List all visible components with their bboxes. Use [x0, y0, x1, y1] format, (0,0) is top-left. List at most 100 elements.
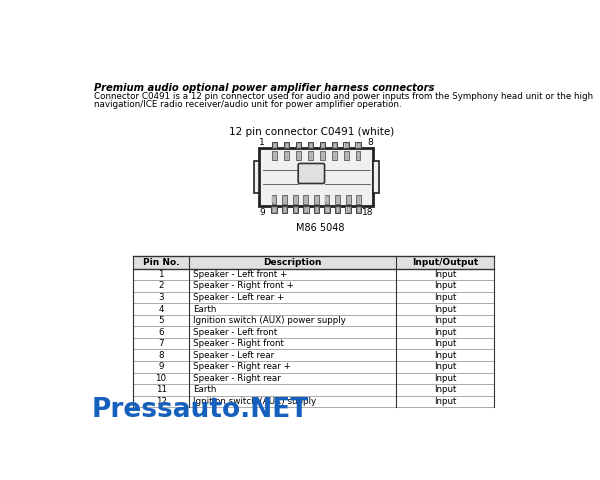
Text: Premium audio optional power amplifier harness connectors: Premium audio optional power amplifier h… [94, 83, 435, 93]
Bar [296, 142, 301, 148]
Bar [272, 207, 275, 212]
Bar [355, 142, 361, 148]
Text: 10: 10 [155, 374, 167, 383]
Bar [347, 196, 350, 203]
Bar [308, 142, 313, 148]
Bar [356, 152, 359, 159]
Bar [293, 206, 298, 213]
Text: 2: 2 [158, 281, 164, 290]
Bar [133, 361, 493, 372]
Text: 7: 7 [158, 339, 164, 348]
Bar [344, 143, 348, 147]
Text: Input: Input [434, 304, 456, 313]
Bar [356, 206, 361, 213]
Bar [321, 143, 324, 147]
Text: Input: Input [434, 339, 456, 348]
Text: Speaker - Left rear: Speaker - Left rear [193, 351, 274, 360]
Text: Input: Input [434, 385, 456, 395]
Text: Input: Input [434, 351, 456, 360]
Bar [325, 196, 329, 203]
Text: 8: 8 [158, 351, 164, 360]
Text: Input: Input [434, 293, 456, 302]
Text: 4: 4 [158, 304, 164, 313]
Bar [283, 195, 287, 204]
Text: Pin No.: Pin No. [143, 258, 179, 267]
Text: Input: Input [434, 362, 456, 371]
Bar [283, 207, 286, 212]
Text: 1: 1 [259, 138, 265, 147]
Bar [133, 256, 493, 269]
Bar [335, 206, 340, 213]
Bar [344, 152, 348, 159]
Text: Input: Input [434, 316, 456, 325]
Text: Speaker - Right front +: Speaker - Right front + [193, 281, 294, 290]
Text: 3: 3 [158, 293, 164, 302]
Bar [336, 207, 339, 212]
Text: 6: 6 [158, 328, 164, 336]
Text: 8: 8 [368, 138, 373, 147]
Bar [272, 195, 277, 204]
Bar [304, 195, 308, 204]
Bar [133, 372, 493, 384]
Bar [357, 207, 361, 212]
Bar [304, 196, 307, 203]
Bar [314, 195, 319, 204]
Bar [315, 196, 318, 203]
Bar [283, 196, 286, 203]
Text: Earth: Earth [193, 304, 216, 313]
Bar [303, 206, 308, 213]
Text: 9: 9 [158, 362, 164, 371]
Bar [272, 196, 275, 203]
Bar [293, 207, 297, 212]
Bar [321, 152, 324, 159]
Text: Pressauto.NET: Pressauto.NET [92, 396, 310, 422]
Bar [133, 396, 493, 407]
Text: Speaker - Left rear +: Speaker - Left rear + [193, 293, 284, 302]
Bar [357, 196, 361, 203]
Bar [347, 207, 350, 212]
Text: Input: Input [434, 328, 456, 336]
Bar [297, 143, 300, 147]
Bar [325, 195, 329, 204]
Text: Input: Input [434, 397, 456, 406]
Bar [284, 151, 289, 160]
Text: 12: 12 [155, 397, 167, 406]
Text: 9: 9 [259, 208, 265, 217]
Text: 1: 1 [158, 270, 164, 279]
Text: Speaker - Left front: Speaker - Left front [193, 328, 277, 336]
Bar [325, 207, 329, 212]
Text: Input/Output: Input/Output [412, 258, 478, 267]
Bar [133, 292, 493, 303]
Bar [309, 143, 312, 147]
Bar [356, 151, 361, 160]
Bar [133, 384, 493, 396]
Text: 11: 11 [155, 385, 167, 395]
Bar [284, 142, 289, 148]
Bar [271, 206, 277, 213]
Bar [285, 143, 288, 147]
Text: 12 pin connector C0491 (white): 12 pin connector C0491 (white) [229, 127, 394, 137]
Text: Earth: Earth [193, 385, 216, 395]
Text: 18: 18 [362, 208, 373, 217]
Bar [308, 151, 313, 160]
Text: Ignition switch (AUX) power supply: Ignition switch (AUX) power supply [193, 316, 346, 325]
Bar [273, 152, 276, 159]
Bar [343, 142, 349, 148]
Text: Input: Input [434, 281, 456, 290]
Bar [133, 338, 493, 349]
Bar [133, 303, 493, 315]
Text: Input: Input [434, 374, 456, 383]
Bar [373, 161, 379, 193]
Text: Ignition switch (AUX) supply: Ignition switch (AUX) supply [193, 397, 316, 406]
Text: Input: Input [434, 270, 456, 279]
Bar [346, 195, 350, 204]
Bar [314, 206, 319, 213]
Bar [293, 196, 297, 203]
Bar [309, 152, 312, 159]
Bar [293, 195, 298, 204]
Text: Speaker - Right rear: Speaker - Right rear [193, 374, 281, 383]
FancyBboxPatch shape [298, 164, 325, 183]
Bar [320, 142, 325, 148]
Bar [296, 151, 301, 160]
Bar [332, 142, 337, 148]
